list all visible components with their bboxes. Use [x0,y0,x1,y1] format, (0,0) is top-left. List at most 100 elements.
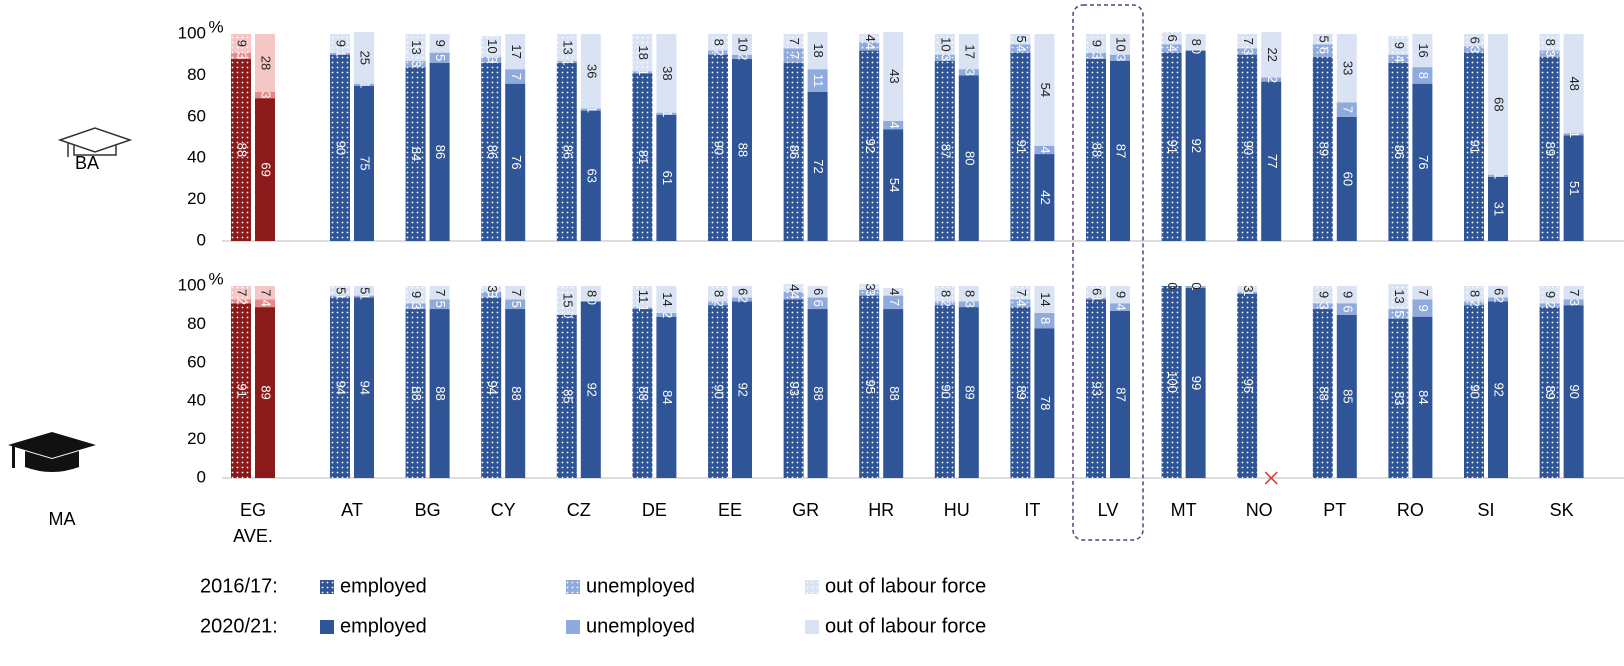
data-label: 3 [863,283,878,290]
legend-label: employed [340,615,427,637]
data-label: 7 [1416,289,1431,296]
data-label: 51 [1567,181,1582,195]
data-label: 1 [636,69,651,76]
bar-segment [732,34,752,55]
data-label: 88 [736,143,751,157]
bar-segment [1336,303,1357,315]
y-unit: % [208,269,223,288]
bar-segment [632,71,653,74]
data-label: 3 [962,69,977,76]
bar-segment [1488,297,1508,302]
bar-segment [1412,67,1433,84]
data-label: 5 [334,287,349,294]
bar-segment [580,110,601,241]
data-label: 61 [660,171,675,185]
panel-label: BA [75,153,99,173]
bar-segment [1539,50,1560,57]
legend-label: out of labour force [825,575,986,597]
data-label: 6 [811,300,826,307]
data-label: 14 [660,292,675,306]
data-label: 4 [863,35,878,42]
data-label: 4 [1114,304,1129,311]
bar-segment [783,299,804,478]
x-tick-label: CZ [567,500,591,520]
data-label: 7 [787,52,802,59]
bar-segment [708,301,728,306]
data-label: 85 [560,389,575,403]
bar-segment [859,34,880,43]
bar-segment [656,34,677,113]
bar-segment [580,108,601,111]
data-label: 4 [1392,55,1407,62]
bar-segment [255,98,275,241]
data-label: 43 [887,69,902,83]
data-label: 1 [584,106,599,113]
bar-segment [1161,44,1182,53]
bar-segment [1388,284,1409,310]
bar-segment [1412,34,1433,68]
data-label: 18 [636,45,651,59]
data-label: 6 [1340,305,1355,312]
legend-swatch [566,620,580,634]
y-tick-label: 80 [187,65,206,84]
bar-segment [656,316,677,478]
legend-swatch [320,620,334,634]
data-label: 88 [235,143,250,157]
data-label: 89 [962,385,977,399]
data-label: 3 [1090,52,1105,59]
data-label: 76 [509,155,524,169]
bar-segment [656,112,677,115]
data-label: 2 [712,49,727,56]
bar-segment [783,284,804,292]
data-label: 87 [1114,144,1129,158]
data-label: 88 [433,386,448,400]
bar-segment [1412,286,1433,300]
data-label: 1 [334,293,349,300]
data-label: 5 [433,54,448,61]
data-label: 7 [509,73,524,80]
data-label: 90 [1241,141,1256,155]
bar-segment [1336,34,1357,103]
data-label: 9 [1114,291,1129,298]
data-label: 28 [259,56,274,70]
data-label: 22 [1265,47,1280,61]
bar-segment [656,286,677,313]
bar-segment [859,50,880,242]
x-tick-label: MT [1171,500,1197,520]
bar-segment [1412,83,1433,242]
bar-segment [1261,31,1282,78]
data-label: 3 [485,291,500,298]
bar-segment [405,60,426,68]
bar-segment [1464,46,1484,53]
bar-segment [556,286,577,315]
bar-segment [883,309,904,478]
data-label: 7 [1241,38,1256,45]
bar-segment [1034,154,1055,241]
data-label: 94 [358,381,373,395]
data-label: 100 [1165,371,1180,393]
bar-segment [1312,56,1333,241]
data-label: 88 [1316,386,1331,400]
bar-segment [231,299,251,304]
bar-segment [1110,54,1130,61]
data-label: 38 [660,66,675,80]
bar-segment [1086,297,1106,300]
data-label: 80 [962,151,977,165]
data-label: 3 [1316,303,1331,310]
data-label: 6 [1492,288,1507,295]
bar-segment [1110,60,1130,241]
bar-segment [580,301,601,478]
data-label: 92 [736,382,751,396]
bar-segment [1237,286,1258,292]
bar-segment [580,286,601,302]
bar-segment [330,295,350,298]
data-label: 10 [736,37,751,51]
data-label: 86 [560,145,575,159]
bar-segment [1185,34,1206,51]
bar-segment [859,42,880,51]
data-label: 96 [1241,379,1256,393]
data-label: 3 [259,91,274,98]
data-label: 8 [962,290,977,297]
bar-segment [1010,52,1031,241]
y-tick-label: 20 [187,189,206,208]
